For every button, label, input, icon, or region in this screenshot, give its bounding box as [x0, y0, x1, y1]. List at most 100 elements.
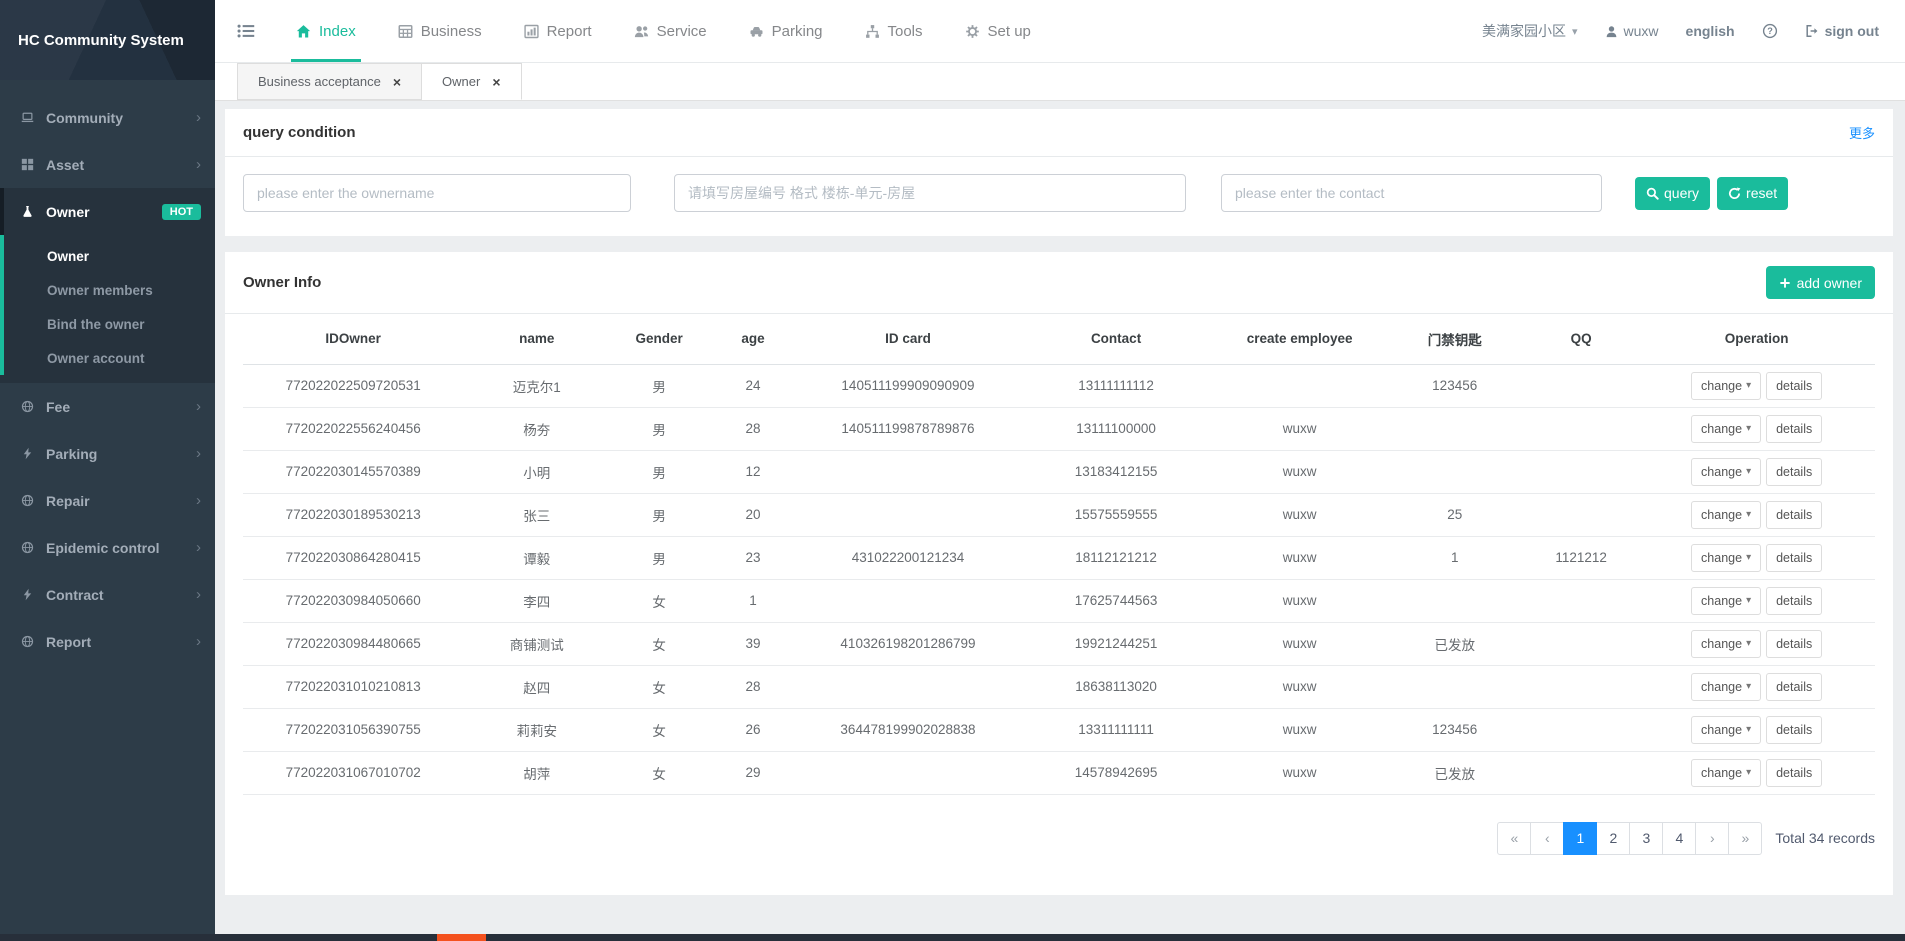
- house-number-input[interactable]: [674, 174, 1186, 212]
- table-cell: 772022030189530213: [243, 493, 464, 537]
- table-cell: 25: [1385, 493, 1525, 537]
- column-header-gender: Gender: [610, 314, 709, 365]
- table-cell: 26: [708, 708, 798, 752]
- nav-item-set-up[interactable]: Set up: [944, 0, 1052, 62]
- nav-item-label: Report: [546, 22, 592, 40]
- sign-out-button[interactable]: sign out: [1805, 23, 1879, 39]
- sidebar-toggle-icon[interactable]: [237, 22, 255, 40]
- table-cell: wuxw: [1213, 407, 1386, 451]
- community-selector[interactable]: 美满家园小区 ▾: [1482, 21, 1578, 41]
- reset-button[interactable]: reset: [1717, 176, 1789, 210]
- query-panel-title: query condition: [243, 124, 356, 141]
- language-toggle[interactable]: english: [1685, 23, 1735, 39]
- details-button[interactable]: details: [1766, 586, 1823, 615]
- details-button[interactable]: details: [1766, 414, 1823, 443]
- change-button[interactable]: change ▾: [1691, 586, 1762, 615]
- details-button[interactable]: details: [1766, 672, 1823, 701]
- change-button[interactable]: change ▾: [1691, 414, 1762, 443]
- details-button[interactable]: details: [1766, 500, 1823, 529]
- pager-page-1[interactable]: 1: [1563, 821, 1598, 855]
- change-button[interactable]: change ▾: [1691, 715, 1762, 744]
- sidebar-item-bind-the-owner[interactable]: Bind the owner: [4, 307, 215, 341]
- table-cell: 1: [1385, 536, 1525, 580]
- nav-item-business[interactable]: Business: [377, 0, 503, 62]
- sidebar-sub-label: Owner: [47, 248, 90, 264]
- nav-item-report[interactable]: Report: [503, 0, 613, 62]
- pager-page-4[interactable]: 4: [1662, 821, 1697, 855]
- details-button[interactable]: details: [1766, 371, 1823, 400]
- details-button[interactable]: details: [1766, 629, 1823, 658]
- table-row: 772022031056390755 莉莉安女 26 3644781999020288…: [243, 708, 1875, 752]
- table-cell: 13183412155: [1018, 450, 1214, 494]
- total-records: Total 34 records: [1775, 830, 1875, 846]
- caret-down-icon: ▾: [1746, 638, 1752, 649]
- sidebar-item-asset[interactable]: Asset ›: [0, 141, 215, 188]
- table-cell: 123456: [1385, 364, 1525, 408]
- sidebar-sub-label: Owner members: [47, 282, 153, 298]
- column-header-idowner: IDOwner: [243, 314, 464, 365]
- operation-cell: change ▾ details: [1638, 407, 1875, 451]
- pager-last[interactable]: »: [1728, 821, 1763, 855]
- close-icon[interactable]: ×: [492, 73, 501, 90]
- contact-input[interactable]: [1221, 174, 1602, 212]
- table-cell: 谭毅: [463, 536, 611, 580]
- change-button[interactable]: change ▾: [1691, 457, 1762, 486]
- close-icon[interactable]: ×: [392, 73, 402, 90]
- table-cell: 140511199909090909: [797, 364, 1019, 408]
- ownername-input[interactable]: [243, 174, 631, 212]
- nav-item-service[interactable]: Service: [613, 0, 728, 62]
- details-button[interactable]: details: [1766, 715, 1823, 744]
- change-button[interactable]: change ▾: [1691, 629, 1762, 658]
- help-icon[interactable]: ?: [1762, 23, 1778, 39]
- nav-item-label: Parking: [771, 22, 823, 40]
- table-cell: [1524, 364, 1639, 408]
- table-cell: [1385, 665, 1525, 709]
- pager-next[interactable]: ›: [1695, 821, 1730, 855]
- change-button[interactable]: change ▾: [1691, 543, 1762, 572]
- nav-item-tools[interactable]: Tools: [844, 0, 944, 62]
- pager-first[interactable]: «: [1497, 821, 1532, 855]
- query-button[interactable]: query: [1635, 176, 1711, 210]
- sidebar-item-owner[interactable]: Owner: [4, 239, 215, 273]
- change-button[interactable]: change ▾: [1691, 500, 1762, 529]
- table-cell: 39: [708, 622, 798, 666]
- change-label: change: [1701, 765, 1743, 780]
- change-button[interactable]: change ▾: [1691, 672, 1762, 701]
- nav-item-parking[interactable]: Parking: [728, 0, 844, 62]
- table-cell: 772022030864280415: [243, 536, 464, 580]
- pager-page-3[interactable]: 3: [1629, 821, 1664, 855]
- sidebar-item-contract[interactable]: Contract ›: [0, 571, 215, 618]
- user-menu[interactable]: wuxw: [1605, 23, 1659, 39]
- table-cell: 小明: [463, 450, 611, 494]
- sidebar-item-repair[interactable]: Repair ›: [0, 477, 215, 524]
- table-row: 772022022509720531 迈克尔1 男 24 140511199909090…: [243, 364, 1875, 408]
- details-button[interactable]: details: [1766, 758, 1823, 787]
- sidebar-item-community[interactable]: Community ›: [0, 94, 215, 141]
- change-button[interactable]: change ▾: [1691, 758, 1762, 787]
- sidebar-item-parking[interactable]: Parking ›: [0, 430, 215, 477]
- car-icon: [749, 24, 764, 39]
- chevron-right-icon: ›: [196, 109, 201, 126]
- table-cell: 24: [708, 364, 798, 408]
- sidebar-item-owner[interactable]: Owner HOT: [0, 188, 215, 235]
- sidebar-item-epidemic-control[interactable]: Epidemic control ›: [0, 524, 215, 571]
- more-link[interactable]: 更多: [1848, 126, 1875, 141]
- details-button[interactable]: details: [1766, 543, 1823, 572]
- pager-page-2[interactable]: 2: [1596, 821, 1631, 855]
- nav-item-index[interactable]: Index: [275, 0, 377, 62]
- sidebar-item-report[interactable]: Report ›: [0, 618, 215, 665]
- sidebar-item-owner-members[interactable]: Owner members: [4, 273, 215, 307]
- pager-prev[interactable]: ‹: [1530, 821, 1565, 855]
- table-cell: 1121212: [1524, 536, 1639, 580]
- table-cell: [1524, 407, 1639, 451]
- change-button[interactable]: change ▾: [1691, 371, 1762, 400]
- tab-business-acceptance[interactable]: Business acceptance ×: [237, 63, 423, 100]
- sidebar-item-fee[interactable]: Fee ›: [0, 383, 215, 430]
- grid-icon: [20, 158, 35, 171]
- add-owner-button[interactable]: add owner: [1765, 266, 1875, 299]
- flask-icon: [20, 205, 35, 218]
- sidebar-item-owner-account[interactable]: Owner account: [4, 341, 215, 375]
- tab-owner[interactable]: Owner ×: [422, 63, 522, 100]
- details-button[interactable]: details: [1766, 457, 1823, 486]
- table-cell: 19921244251: [1018, 622, 1214, 666]
